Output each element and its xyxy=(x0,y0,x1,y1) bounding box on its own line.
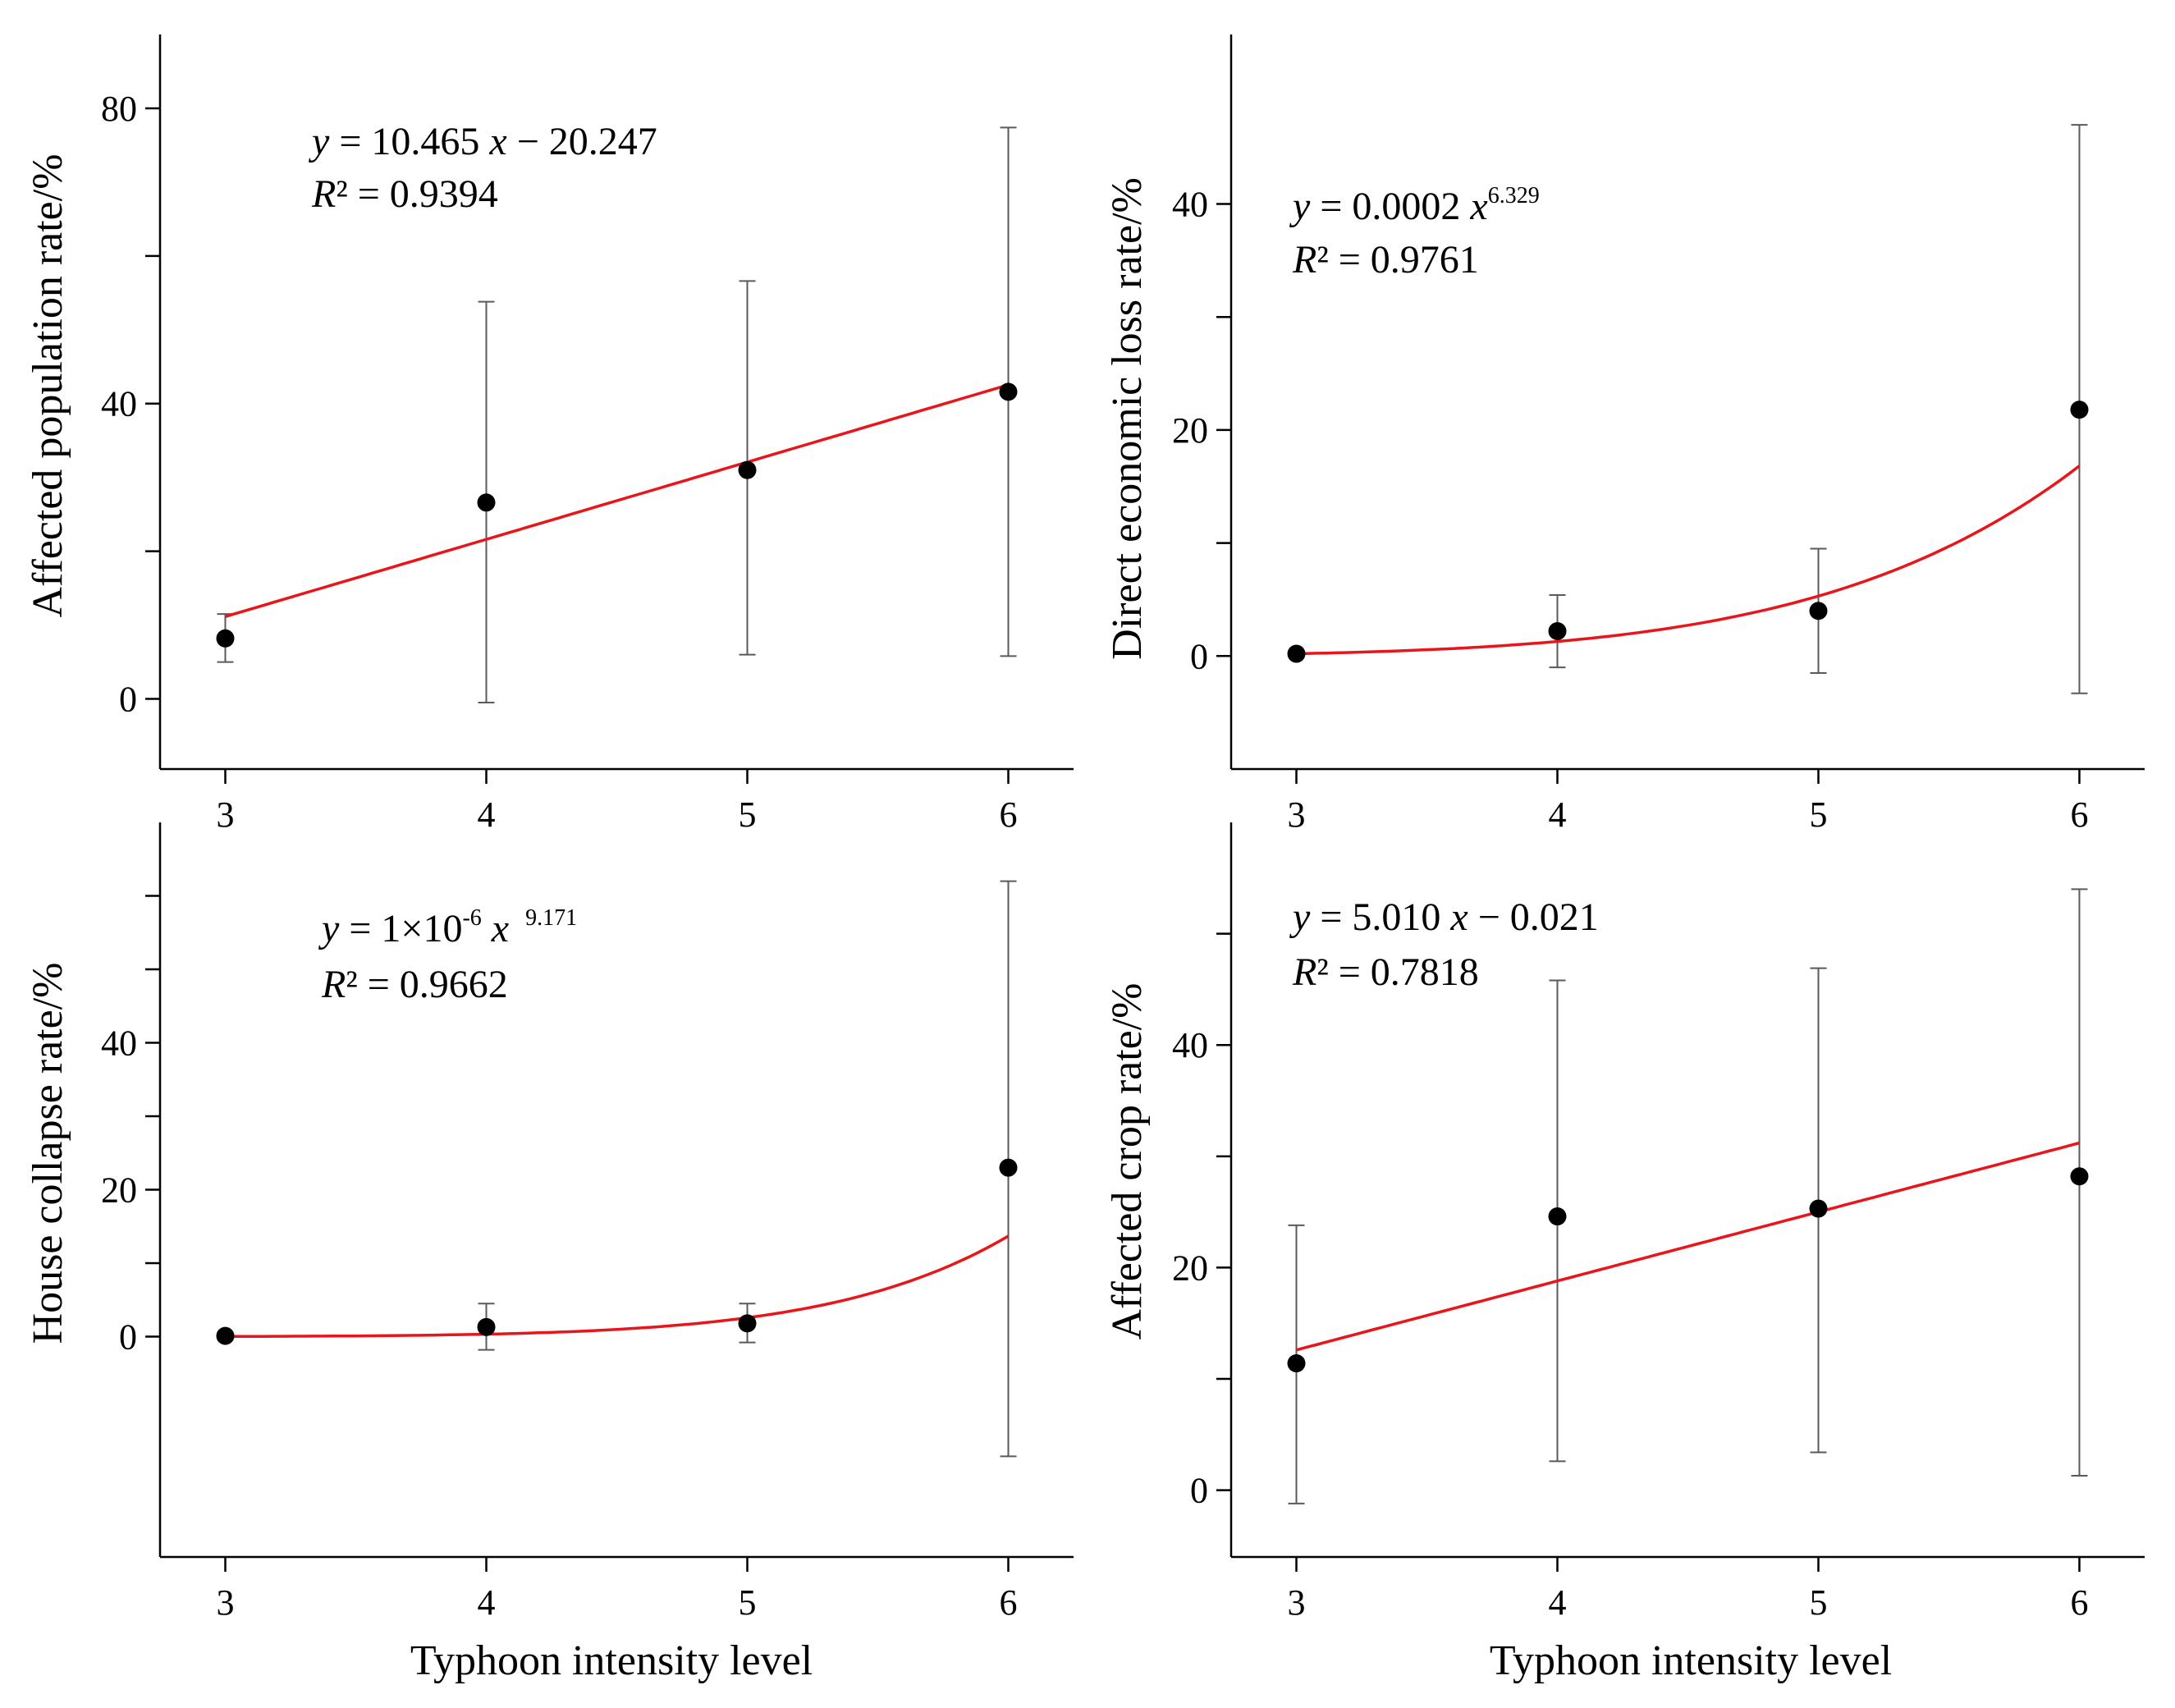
panel-c-x-tick-label: 3 xyxy=(217,1582,235,1623)
panel-b-x-tick-label: 5 xyxy=(1810,794,1828,835)
panel-a-y-axis-label: Affected population rate/% xyxy=(25,153,71,617)
panel-c-x-tick-label: 4 xyxy=(478,1582,496,1623)
panel-c-data-point xyxy=(999,1158,1018,1177)
panel-b-equation: y = 0.0002 x6.329 xyxy=(1289,183,1540,228)
panel-d-equation: y = 5.010 x − 0.021 xyxy=(1289,895,1599,939)
panel-d-fit-line xyxy=(1296,1141,2080,1352)
panel-d: 0 20 40 3 4 5 6 Affected crop rate/% y = 5.01… xyxy=(1104,822,2145,1684)
panel-d-x-tick-label: 5 xyxy=(1810,1582,1828,1623)
panel-c-data-point xyxy=(216,1326,235,1345)
panel-a-equation: y = 10.465 x − 20.247 xyxy=(308,120,657,163)
panel-a-xticks: 3 4 5 6 xyxy=(217,769,1018,835)
panel-b-x-tick-label: 3 xyxy=(1288,794,1306,835)
panel-a-y-tick-label: 80 xyxy=(101,89,137,129)
panel-c-y-tick-label: 20 xyxy=(101,1170,137,1211)
panel-a-data-point xyxy=(738,460,757,479)
panel-b: 0 20 40 3 4 5 6 Direct economic loss rate/% y… xyxy=(1104,34,2145,835)
panel-d-y-tick-label: 0 xyxy=(1190,1471,1208,1511)
panel-b-x-tick-label: 6 xyxy=(2071,794,2089,835)
panel-a-axes xyxy=(158,34,1074,771)
panel-d-xticks: 3 4 5 6 xyxy=(1288,1557,2089,1623)
panel-b-yticks: 0 20 40 xyxy=(1172,185,1231,676)
panel-a-yticks: 0 40 80 xyxy=(101,89,160,720)
panel-d-data-point xyxy=(1809,1199,1828,1218)
panel-b-r-squared: R² = 0.9761 xyxy=(1292,238,1479,282)
panel-d-fit-curve xyxy=(1296,1141,2080,1352)
panel-d-data-point xyxy=(1287,1354,1306,1373)
panel-d-axes xyxy=(1229,822,2145,1559)
panel-a-x-tick-label: 4 xyxy=(478,794,496,835)
panel-d-points xyxy=(1287,1167,2089,1373)
panel-d-data-point xyxy=(1548,1207,1567,1226)
panel-c-error-bars xyxy=(478,880,1017,1458)
panel-b-data-point xyxy=(2070,401,2089,419)
panel-b-y-axis-label: Direct economic loss rate/% xyxy=(1104,177,1151,660)
panel-a-y-tick-label: 40 xyxy=(101,384,137,424)
panel-d-yticks: 0 20 40 xyxy=(1172,932,1231,1511)
panel-b-data-point xyxy=(1809,602,1828,620)
panel-b-data-point xyxy=(1287,644,1306,663)
panel-a-x-tick-label: 5 xyxy=(739,794,757,835)
panel-a-data-point xyxy=(216,629,235,648)
panel-a-points xyxy=(216,382,1018,648)
panel-d-x-tick-label: 3 xyxy=(1288,1582,1306,1623)
panel-a-data-point xyxy=(999,382,1018,401)
panel-c-x-tick-label: 5 xyxy=(739,1582,757,1623)
panel-a-r-squared: R² = 0.9394 xyxy=(311,172,498,216)
panel-b-fit-line xyxy=(1296,465,2081,656)
panel-c-fit-curve xyxy=(225,1234,1010,1339)
panel-c-r-squared: R² = 0.9662 xyxy=(321,963,508,1006)
panel-c-axes xyxy=(158,822,1074,1559)
panel-c-y-axis-label: House collapse rate/% xyxy=(25,963,71,1344)
panel-d-x-tick-label: 6 xyxy=(2071,1582,2089,1623)
panel-d-y-tick-label: 40 xyxy=(1172,1025,1208,1065)
panel-c: 0 20 40 3 4 5 6 House collapse rate/% y = 1×1… xyxy=(25,822,1074,1684)
panel-b-axes xyxy=(1229,34,2145,771)
panel-c-points xyxy=(216,1158,1018,1345)
panel-a-fit-line xyxy=(224,383,1009,618)
panel-a-data-point xyxy=(477,493,496,512)
panel-b-x-tick-label: 4 xyxy=(1549,794,1567,835)
panel-c-x-axis-label: Typhoon intensity level xyxy=(410,1637,813,1684)
panel-c-x-tick-label: 6 xyxy=(1000,1582,1018,1623)
panel-a-x-tick-label: 6 xyxy=(1000,794,1018,835)
panel-b-y-tick-label: 0 xyxy=(1190,636,1208,676)
panel-d-y-axis-label: Affected crop rate/% xyxy=(1104,982,1151,1339)
panel-c-data-point xyxy=(477,1317,496,1336)
panel-c-data-point xyxy=(738,1314,757,1333)
panel-b-fit-curve xyxy=(1296,465,2081,656)
panel-b-y-tick-label: 20 xyxy=(1172,410,1208,451)
panel-d-data-point xyxy=(2070,1167,2089,1186)
panel-a-y-tick-label: 0 xyxy=(119,680,137,720)
panel-d-r-squared: R² = 0.7818 xyxy=(1292,950,1479,994)
panel-c-xticks: 3 4 5 6 xyxy=(217,1557,1018,1623)
panel-b-y-tick-label: 40 xyxy=(1172,185,1208,225)
panel-a-x-tick-label: 3 xyxy=(217,794,235,835)
panel-b-data-point xyxy=(1548,622,1567,641)
panel-a: 0 40 80 3 4 5 6 Affected population rate/% y … xyxy=(25,34,1074,835)
panel-c-y-tick-label: 0 xyxy=(119,1317,137,1358)
panel-d-y-tick-label: 20 xyxy=(1172,1248,1208,1288)
panel-c-equation: y = 1×10-6 x 9.171 xyxy=(318,905,577,950)
panel-d-x-tick-label: 4 xyxy=(1549,1582,1567,1623)
panel-c-fit-line xyxy=(225,1234,1010,1339)
panel-d-x-axis-label: Typhoon intensity level xyxy=(1490,1637,1892,1684)
panel-c-y-tick-label: 40 xyxy=(101,1023,137,1064)
panel-c-yticks: 0 20 40 xyxy=(101,895,160,1358)
panel-b-points xyxy=(1287,401,2089,663)
panel-a-fit-curve xyxy=(224,383,1009,618)
panel-b-xticks: 3 4 5 6 xyxy=(1288,769,2089,835)
